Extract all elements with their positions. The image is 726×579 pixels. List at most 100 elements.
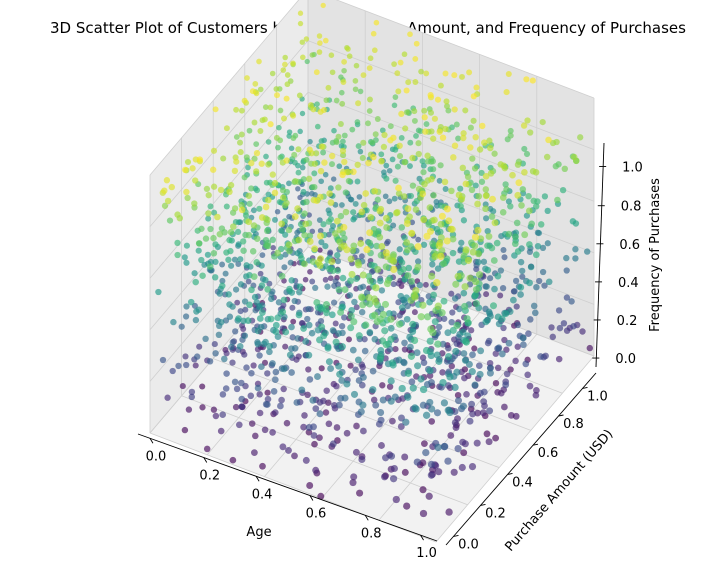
data-point [280,296,288,304]
data-point [256,391,263,398]
data-point [159,356,167,364]
data-point [448,290,455,297]
data-point [282,61,288,68]
data-point [382,454,390,462]
data-point [341,394,349,402]
data-point [453,340,461,347]
data-point [309,396,317,404]
data-point [274,208,281,215]
data-point [507,127,514,134]
grid-line-x-floor [206,268,366,456]
data-point [541,282,548,289]
data-point [376,355,384,363]
data-point [327,185,334,192]
data-point [352,86,359,93]
data-point [402,125,409,132]
data-point [295,146,302,153]
data-point [225,291,232,298]
data-point [276,124,282,131]
data-point [233,385,241,393]
data-point [210,234,217,242]
data-point [191,270,198,277]
data-point [472,285,480,294]
data-point [304,58,310,65]
data-point [327,365,335,373]
data-point [203,445,211,453]
data-point [549,333,557,341]
data-point [220,155,227,162]
data-point [252,432,259,440]
data-point [306,482,314,489]
data-point [247,392,255,400]
data-point [358,381,366,389]
data-point [502,381,510,389]
data-point [392,495,400,504]
data-point [468,463,477,471]
data-point [389,156,396,163]
data-point [428,272,436,280]
data-point [192,362,199,369]
data-point [453,368,461,376]
data-point [498,350,506,358]
data-point [532,203,540,210]
data-point [497,267,505,274]
data-point [383,162,390,169]
data-point [212,106,219,113]
data-point [488,213,496,220]
data-point [468,186,476,194]
data-point [210,166,217,173]
data-point [320,221,327,228]
data-point [182,353,189,360]
data-point [241,332,249,339]
data-point [362,321,370,329]
data-point [390,257,398,265]
data-point [448,225,456,233]
data-point [434,302,442,310]
data-point [412,287,420,295]
data-point [453,321,461,330]
z-tick-label: 0.8 [621,200,642,215]
data-point [294,205,301,212]
data-point [311,440,318,448]
data-point [514,321,522,329]
data-point [359,427,367,435]
data-point [501,403,508,411]
data-point [455,397,462,405]
data-point [169,367,176,375]
data-point [266,280,273,287]
data-point [435,357,443,365]
data-point [360,201,368,209]
data-point [343,380,351,388]
data-point [451,72,458,79]
y-tick-label: 0.6 [538,446,559,461]
data-point [235,421,243,429]
data-point [476,146,484,153]
data-point [443,237,451,245]
data-point [279,308,287,316]
data-point [183,188,190,196]
data-point [572,246,579,253]
data-point [459,328,467,336]
data-point [332,278,339,285]
data-point [253,168,260,175]
data-point [276,198,283,206]
data-point [359,271,367,279]
data-point [219,282,226,290]
data-point [334,267,342,274]
data-point [386,383,394,390]
data-point [517,284,525,291]
data-point [404,246,411,254]
axes: 0.00.20.40.60.81.00.00.20.40.60.81.00.00… [137,142,643,561]
data-point [314,373,321,381]
data-point [449,326,457,334]
data-point [211,209,218,216]
data-point [401,346,408,353]
data-point [484,266,492,274]
grid-line-z-left [149,143,309,331]
data-point [183,361,190,369]
data-point [191,200,198,207]
data-point [426,227,435,235]
data-point [457,185,464,192]
data-point [346,292,353,299]
